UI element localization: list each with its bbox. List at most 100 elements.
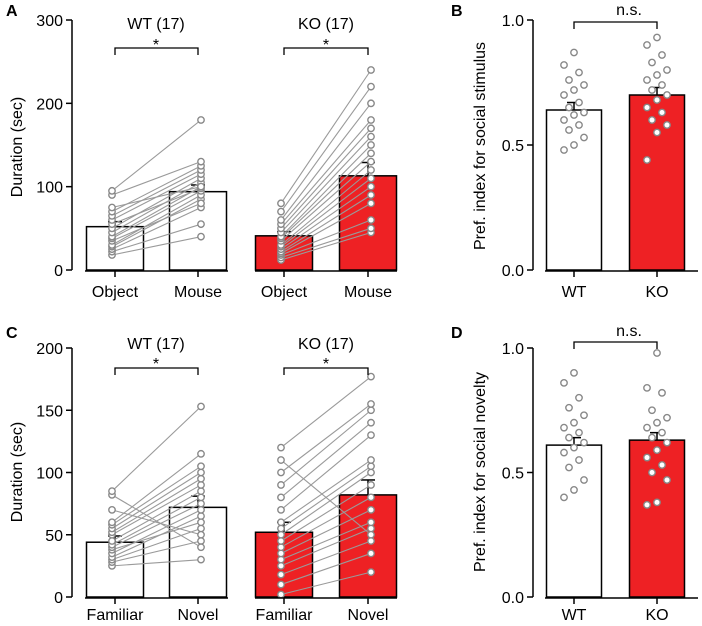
panel-d-point-0-3 [565,463,573,472]
panel-d-point-1-13 [648,406,656,415]
panel-c-wt-point-b-12 [197,462,205,471]
panel-d-point-1-9 [658,428,666,437]
panel-b-point-0-12 [580,81,588,89]
panel-c-ko-cat-0: Familiar [256,607,314,624]
panel-d-point-1-11 [653,418,661,427]
panel-d-point-1-0 [643,500,651,509]
panel-a-ko-point-b-9 [367,149,375,158]
panel-c-wt-point-b-3 [197,512,205,520]
panel-a-ko-pair-line-16 [280,69,372,204]
panel-c-wt-cat-1: Novel [178,607,219,624]
panel-a-ko-group: KO (17) * Object Mouse [254,16,398,301]
panel-a-ko-pair-line-12 [280,127,372,229]
panel-a-yaxis: 0 100 200 300 [36,13,73,280]
panel-a-ko-title: KO (17) [298,16,354,33]
panel-a-ko-point-b-16 [367,66,375,74]
panel-a-ko-point-a-14 [277,216,285,224]
panel-a-ko-cat-0: Object [261,284,308,301]
panel-b-point-1-7 [663,91,671,99]
panel-c-wt-pair-line-6 [111,503,202,548]
panel-c-ko-point-b-4 [367,518,375,527]
panel-c-wt-pair-line-15 [111,494,202,548]
panel-c-wt-pair-line-11 [111,472,202,529]
panel-c-ko-pair-line-3 [280,528,372,567]
panel-b-cat-0-bar [545,109,603,271]
panel-a-wt-pair-line-9 [111,177,202,229]
panel-c-wt-point-b-6 [197,499,205,508]
panel-b-point-0-14 [575,68,583,77]
panel-c-ko-point-a-16 [277,443,285,452]
panel-c-ko-point-a-1 [277,580,285,589]
panel-d-point-1-1 [653,498,661,507]
panel-c-ko-pair-line-16 [280,376,372,449]
panel-c-wt-pair-line-3 [111,515,202,558]
panel-b-point-1-2 [663,121,671,129]
panel-c-ko-point-b-5 [367,505,375,514]
panel-d-cat-1-bar [628,439,686,598]
panel-d-point-0-11 [570,418,578,427]
panel-c-wt-sig-bracket [114,367,199,375]
panel-c-ko-point-a-10 [277,518,285,527]
panel-c-ko-point-b-16 [367,372,375,381]
panel-a-ko-point-b-12 [367,124,375,133]
panel-b-point-1-9 [658,81,666,89]
panel-c-ko-point-a-9 [277,524,285,533]
panel-d-point-0-15 [560,378,568,387]
panel-c-wt-point-b-8 [197,487,205,496]
panel-c-ko-point-b-8 [367,468,375,477]
panel-c-wt-point-b-0 [197,555,205,564]
panel-a-ko-pair-line-2 [280,219,372,256]
panel-d-label: D [451,325,463,342]
panel-b-label: B [451,3,463,20]
panel-c-ko-point-a-12 [277,493,285,502]
panel-c-wt-point-b-16 [197,402,205,411]
panel-c-ko-point-b-13 [367,406,375,415]
panel-a-wt-point-b-0 [197,232,205,241]
panel-c-yaxis: 0 50 100 150 200 [36,341,73,607]
panel-c-wt-pair-line-14 [111,509,202,536]
panel-d-point-0-14 [575,393,583,402]
panel-a-ko-pair-line-5 [280,186,372,250]
panel-c-ko-point-b-0 [367,568,375,576]
panel-c-ytick-label-4: 200 [36,341,63,358]
panel-d-point-1-16 [653,349,661,357]
panel-a-wt-point-b-1 [197,220,205,229]
panel-d-point-1-14 [658,388,666,397]
panel-b-point-0-13 [565,76,573,84]
panel-a-ko-point-b-10 [367,141,375,149]
panel-c-wt-point-a-16 [108,487,116,496]
panel-a-ko-point-b-4 [367,191,375,199]
panel-a-ko-point-b-15 [367,82,375,91]
panel-a-wt-point-a-16 [108,186,116,195]
panel-a: A Duration (sec) 0 100 200 300 WT (17) * Ob… [6,3,398,301]
panel-c-ytick-label-1: 50 [45,528,63,545]
panel-c-ko-pair-line-0 [280,571,372,596]
panel-a-ko-pair-line-14 [280,102,372,221]
panel-a-wt-pair-line-16 [111,119,202,192]
panel-b-point-1-0 [643,156,651,164]
panel-c: C Duration (sec) 0 50 100 150 200 WT (17) * … [6,325,398,624]
panel-c-wt-pair-line-8 [111,490,202,542]
panel-d-ytick-label-0: 0.0 [502,590,524,607]
panel-c-ko-point-a-4 [277,555,285,564]
panel-d-cat-wt: WT [562,607,587,624]
panel-c-wt-point-b-10 [197,474,205,483]
panel-c-wt-point-b-13 [197,449,205,458]
panel-a-wt-point-b-15 [197,157,205,166]
panel-d-point-0-16 [570,368,578,377]
panel-c-ko-point-a-5 [277,549,285,558]
panel-c-ko-pair-line-11 [280,434,372,511]
panel-a-ko-point-b-5 [367,182,375,191]
panel-b-point-0-9 [575,98,583,107]
panel-d-point-0-9 [575,428,583,437]
panel-d-point-1-10 [643,423,651,432]
panel-c-ko-pair-line-5 [280,509,372,554]
panel-c-wt-pair-line-10 [111,478,202,533]
panel-d-point-1-4 [658,461,666,469]
panel-c-ko-point-a-0 [277,590,285,599]
panel-a-ko-pair-line-8 [280,161,372,242]
panel-b-point-0-0 [560,146,568,154]
panel-c-ko-point-b-6 [367,493,375,502]
panel-a-ytick-label-3: 300 [36,13,63,30]
